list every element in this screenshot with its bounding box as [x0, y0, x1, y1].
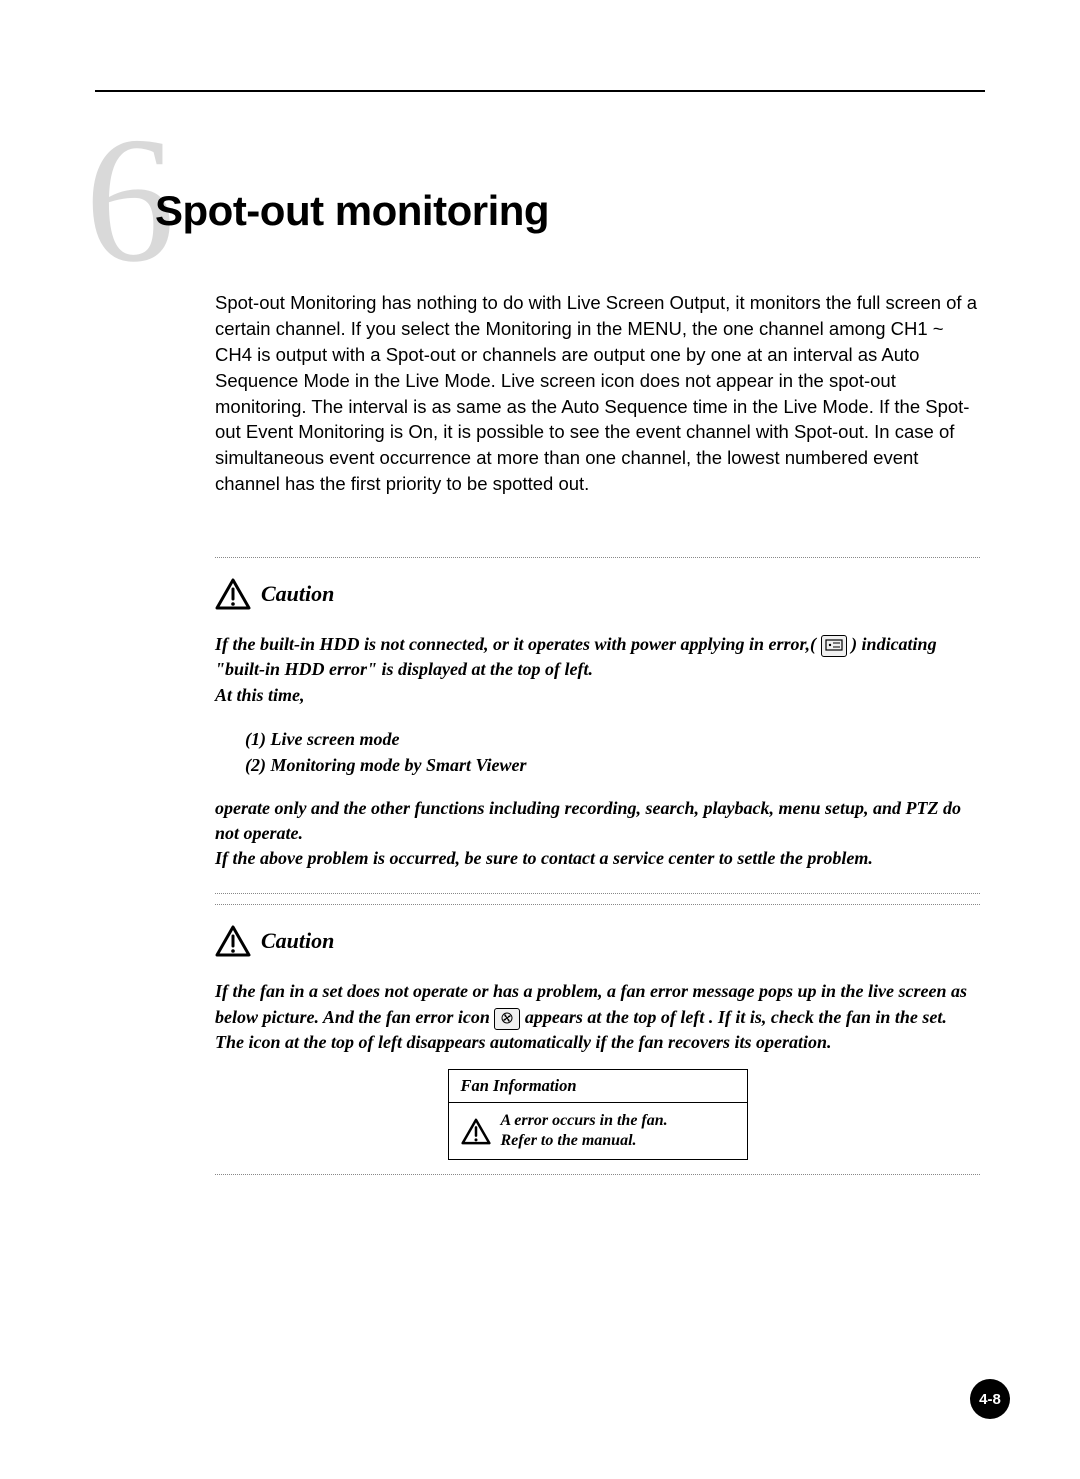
fan-error-icon [494, 1008, 520, 1030]
fan-box-body: A error occurs in the fan. Refer to the … [449, 1103, 747, 1159]
intro-paragraph: Spot-out Monitoring has nothing to do wi… [215, 290, 980, 497]
caution1-body4: If the above problem is occurred, be sur… [215, 846, 980, 871]
caution2-body: If the fan in a set does not operate or … [215, 979, 980, 1055]
caution1-body1: If the built-in HDD is not connected, or… [215, 632, 980, 682]
dotted-divider [215, 557, 980, 558]
fan-box-line2: Refer to the manual. [501, 1131, 668, 1151]
top-horizontal-rule [95, 90, 985, 92]
chapter-title: Spot-out monitoring [155, 187, 985, 235]
caution-header-1: Caution [215, 578, 980, 610]
caution-header-2: Caution [215, 925, 980, 957]
list-item-1: (1) Live screen mode [245, 726, 980, 752]
fan-box-line1: A error occurs in the fan. [501, 1111, 668, 1131]
hdd-error-icon [821, 635, 847, 657]
fan-information-box: Fan Information A error occurs in the fa… [448, 1069, 748, 1160]
caution-triangle-icon [215, 578, 251, 610]
caution1-body2: At this time, [215, 683, 980, 708]
caution-title-2: Caution [261, 928, 334, 954]
dotted-divider [215, 893, 980, 894]
page-content: Spot-out Monitoring has nothing to do wi… [215, 290, 980, 1175]
caution-title-1: Caution [261, 581, 334, 607]
caution1-body3: operate only and the other functions inc… [215, 796, 980, 846]
dotted-divider [215, 1174, 980, 1175]
caution-triangle-icon [215, 925, 251, 957]
caution1-list: (1) Live screen mode (2) Monitoring mode… [245, 726, 980, 778]
page-number: 4-8 [970, 1379, 1010, 1419]
dotted-divider [215, 904, 980, 905]
caution-triangle-icon [461, 1118, 491, 1145]
document-page: 6 Spot-out monitoring Spot-out Monitorin… [0, 0, 1080, 1479]
fan-box-header: Fan Information [449, 1070, 747, 1103]
caution1-body1-prefix: If the built-in HDD is not connected, or… [215, 634, 816, 654]
list-item-2: (2) Monitoring mode by Smart Viewer [245, 752, 980, 778]
fan-box-text: A error occurs in the fan. Refer to the … [501, 1111, 668, 1151]
